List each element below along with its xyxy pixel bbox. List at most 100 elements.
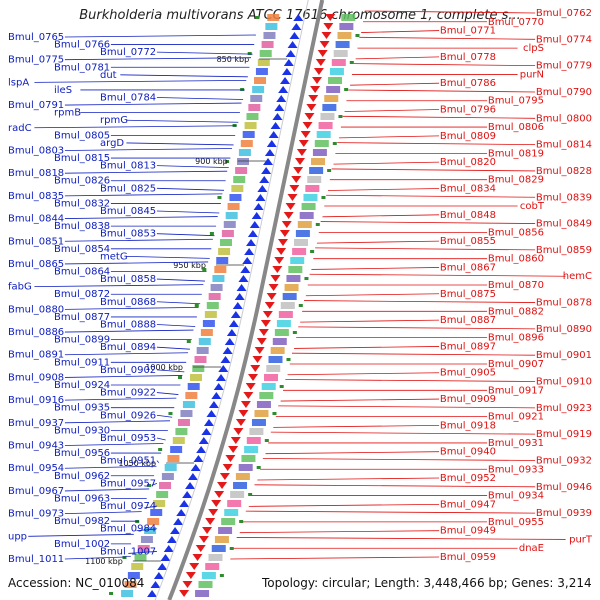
gene-label[interactable]: dnaE xyxy=(519,543,544,554)
gene-label[interactable]: Bmul_0982 xyxy=(54,516,110,527)
gene-label[interactable]: Bmul_0951 xyxy=(100,456,156,467)
gene-label[interactable]: Bmul_0854 xyxy=(54,244,110,255)
gene-label[interactable]: Bmul_0949 xyxy=(440,526,496,537)
gene-label[interactable]: Bmul_0932 xyxy=(536,455,592,466)
gene-label[interactable]: Bmul_0820 xyxy=(440,157,496,168)
gene-label[interactable]: Bmul_0819 xyxy=(488,148,544,159)
gene-label[interactable]: rpmG xyxy=(100,115,128,126)
gene-label[interactable]: Bmul_0963 xyxy=(54,493,110,504)
gene-label[interactable]: Bmul_0839 xyxy=(536,192,592,203)
gene-label[interactable]: Bmul_0765 xyxy=(8,32,64,43)
gene-label[interactable]: Bmul_0805 xyxy=(54,130,110,141)
gene-label[interactable]: Bmul_0795 xyxy=(488,96,544,107)
gene-label[interactable]: Bmul_0896 xyxy=(488,333,544,344)
gene-label[interactable]: Bmul_0886 xyxy=(8,327,64,338)
gene-label[interactable]: Bmul_0897 xyxy=(440,341,496,352)
gene-label[interactable]: Bmul_0809 xyxy=(440,131,496,142)
gene-label[interactable]: Bmul_0814 xyxy=(536,140,592,151)
gene-label[interactable]: Bmul_0775 xyxy=(8,55,64,66)
gene-label[interactable]: Bmul_0849 xyxy=(536,219,592,230)
gene-label[interactable]: Bmul_0956 xyxy=(54,448,110,459)
gene-label[interactable]: Bmul_0901 xyxy=(536,350,592,361)
gene-label[interactable]: Bmul_0909 xyxy=(440,394,496,405)
gene-label[interactable]: Bmul_0762 xyxy=(536,8,592,19)
gene-label[interactable]: Bmul_0832 xyxy=(54,198,110,209)
gene-label[interactable]: Bmul_0952 xyxy=(440,473,496,484)
gene-label[interactable]: Bmul_0838 xyxy=(54,221,110,232)
gene-label[interactable]: Bmul_0779 xyxy=(536,61,592,72)
gene-label[interactable]: Bmul_0940 xyxy=(440,447,496,458)
gene-label[interactable]: Bmul_0918 xyxy=(440,420,496,431)
gene-label[interactable]: Bmul_0934 xyxy=(488,491,544,502)
gene-label[interactable]: Bmul_0937 xyxy=(8,418,64,429)
gene-label[interactable]: Bmul_0856 xyxy=(488,227,544,238)
gene-label[interactable]: radC xyxy=(8,123,32,134)
gene-label[interactable]: Bmul_0947 xyxy=(440,499,496,510)
gene-label[interactable]: Bmul_0902 xyxy=(100,365,156,376)
gene-label[interactable]: upp xyxy=(8,531,27,542)
gene-label[interactable]: Bmul_0899 xyxy=(54,335,110,346)
gene-label[interactable]: Bmul_0766 xyxy=(54,40,110,51)
gene-label[interactable]: Bmul_0778 xyxy=(440,52,496,63)
gene-label[interactable]: argD xyxy=(100,138,124,149)
gene-label[interactable]: Bmul_0770 xyxy=(488,17,544,28)
gene-label[interactable]: dut xyxy=(100,70,117,81)
gene-label[interactable]: Bmul_0955 xyxy=(488,517,544,528)
gene-label[interactable]: Bmul_0924 xyxy=(54,380,110,391)
gene-label[interactable]: Bmul_0943 xyxy=(8,441,64,452)
gene-label[interactable]: Bmul_0818 xyxy=(8,168,64,179)
gene-label[interactable]: Bmul_0917 xyxy=(488,385,544,396)
gene-label[interactable]: hemC xyxy=(563,271,592,282)
gene-label[interactable]: Bmul_0931 xyxy=(488,438,544,449)
gene-label[interactable]: Bmul_0845 xyxy=(100,206,156,217)
gene-label[interactable]: Bmul_0916 xyxy=(8,395,64,406)
gene-label[interactable]: Bmul_0877 xyxy=(54,312,110,323)
gene-label[interactable]: Bmul_0880 xyxy=(8,304,64,315)
gene-label[interactable]: Bmul_0973 xyxy=(8,509,64,520)
gene-label[interactable]: Bmul_0923 xyxy=(536,403,592,414)
gene-label[interactable]: Bmul_0860 xyxy=(488,254,544,265)
gene-label[interactable]: Bmul_0984 xyxy=(100,524,156,535)
gene-label[interactable]: Bmul_0781 xyxy=(54,62,110,73)
gene-label[interactable]: Bmul_0921 xyxy=(488,412,544,423)
gene-label[interactable]: Bmul_0870 xyxy=(488,280,544,291)
gene-label[interactable]: Bmul_0774 xyxy=(536,34,592,45)
gene-label[interactable]: Bmul_0908 xyxy=(8,372,64,383)
gene-label[interactable]: Bmul_0864 xyxy=(54,267,110,278)
gene-label[interactable]: Bmul_0946 xyxy=(536,482,592,493)
gene-label[interactable]: Bmul_0953 xyxy=(100,433,156,444)
gene-label[interactable]: Bmul_0803 xyxy=(8,145,64,156)
gene-label[interactable]: Bmul_0905 xyxy=(440,368,496,379)
gene-label[interactable]: Bmul_0911 xyxy=(54,357,110,368)
gene-label[interactable]: Bmul_0858 xyxy=(100,274,156,285)
gene-label[interactable]: Bmul_0957 xyxy=(100,478,156,489)
gene-label[interactable]: Bmul_0910 xyxy=(536,377,592,388)
gene-label[interactable]: Bmul_0813 xyxy=(100,161,156,172)
gene-label[interactable]: Bmul_0834 xyxy=(440,183,496,194)
gene-label[interactable]: Bmul_0962 xyxy=(54,471,110,482)
gene-label[interactable]: Bmul_0922 xyxy=(100,388,156,399)
gene-label[interactable]: Bmul_1002 xyxy=(54,539,110,550)
gene-label[interactable]: Bmul_0891 xyxy=(8,350,64,361)
gene-label[interactable]: purN xyxy=(520,69,544,80)
gene-label[interactable]: Bmul_0790 xyxy=(536,87,592,98)
gene-label[interactable]: lspA xyxy=(8,77,29,88)
gene-label[interactable]: Bmul_0835 xyxy=(8,191,64,202)
gene-label[interactable]: Bmul_0882 xyxy=(488,306,544,317)
gene-label[interactable]: Bmul_0828 xyxy=(536,166,592,177)
gene-label[interactable]: Bmul_0825 xyxy=(100,183,156,194)
gene-label[interactable]: Bmul_0844 xyxy=(8,214,64,225)
gene-label[interactable]: Bmul_0815 xyxy=(54,153,110,164)
gene-label[interactable]: Bmul_0967 xyxy=(8,486,64,497)
gene-label[interactable]: Bmul_0867 xyxy=(440,262,496,273)
gene-label[interactable]: Bmul_0919 xyxy=(536,429,592,440)
gene-label[interactable]: Bmul_0954 xyxy=(8,463,64,474)
gene-label[interactable]: Bmul_1011 xyxy=(8,554,64,565)
gene-label[interactable]: Bmul_0865 xyxy=(8,259,64,270)
gene-label[interactable]: Bmul_1007 xyxy=(100,546,156,557)
gene-label[interactable]: metG xyxy=(100,251,128,262)
gene-label[interactable]: Bmul_0933 xyxy=(488,464,544,475)
gene-label[interactable]: Bmul_0791 xyxy=(8,100,64,111)
gene-label[interactable]: rpmB xyxy=(54,108,81,119)
gene-label[interactable]: Bmul_0786 xyxy=(440,78,496,89)
